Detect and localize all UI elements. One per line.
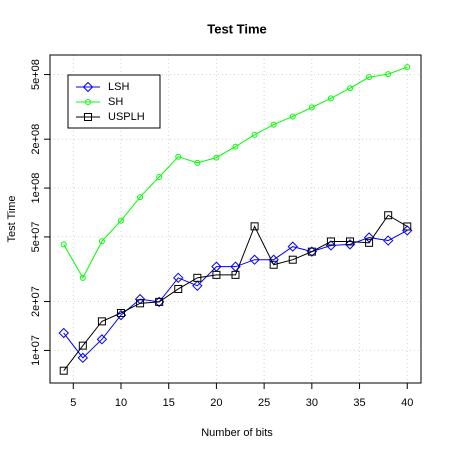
marker [287, 241, 298, 252]
marker [155, 297, 164, 306]
marker [403, 222, 412, 231]
x-tick-label: 10 [115, 397, 127, 409]
marker [77, 352, 89, 364]
legend-label: LSH [108, 81, 129, 93]
marker [231, 270, 240, 279]
y-tick-label: 2e+07 [30, 286, 42, 317]
y-axis-label: Test Time [6, 195, 18, 242]
series-line [63, 230, 408, 359]
series-line [63, 66, 408, 279]
marker [232, 143, 239, 150]
plot-frame [49, 54, 422, 384]
legend-label: USPLH [108, 111, 145, 123]
marker [117, 217, 124, 224]
legend-label: SH [108, 96, 123, 108]
marker [346, 237, 355, 246]
marker [194, 159, 201, 166]
marker [156, 173, 163, 180]
x-tick-label: 20 [210, 397, 222, 409]
y-tick-label: 1e+07 [30, 335, 42, 366]
marker [307, 247, 316, 256]
marker [60, 241, 67, 248]
marker [308, 104, 315, 111]
marker [192, 280, 203, 292]
marker [213, 154, 220, 161]
marker [288, 255, 297, 264]
marker [78, 341, 87, 350]
marker [173, 272, 184, 284]
marker [79, 274, 86, 281]
marker [82, 81, 94, 93]
marker [97, 317, 106, 326]
marker [98, 238, 105, 245]
marker [84, 113, 92, 121]
series-line [63, 214, 408, 372]
marker [249, 254, 260, 265]
marker [269, 260, 278, 269]
x-tick-label: 30 [306, 397, 318, 409]
x-tick-label: 40 [401, 397, 413, 409]
marker [59, 366, 68, 375]
marker [404, 64, 411, 71]
x-tick-label: 15 [163, 397, 175, 409]
y-tick-label: 5e+08 [30, 59, 42, 90]
marker [385, 71, 392, 78]
marker [193, 273, 202, 282]
marker [250, 222, 259, 231]
marker [347, 85, 354, 92]
x-tick-label: 35 [353, 397, 365, 409]
marker [384, 211, 393, 220]
x-tick-label: 5 [70, 397, 76, 409]
x-tick-label: 25 [258, 397, 270, 409]
marker [326, 237, 335, 246]
marker [174, 284, 183, 293]
y-tick-label: 2e+08 [30, 124, 42, 155]
marker [251, 131, 258, 138]
marker [175, 153, 182, 160]
y-tick-label: 5e+07 [30, 221, 42, 252]
y-tick-label: 1e+08 [30, 173, 42, 204]
marker [382, 235, 394, 246]
marker [85, 99, 91, 105]
x-axis-label: Number of bits [201, 427, 273, 439]
marker [327, 95, 334, 102]
marker [136, 299, 145, 308]
marker [366, 74, 373, 81]
marker [270, 121, 277, 128]
marker [289, 113, 296, 120]
marker [116, 309, 125, 318]
marker [212, 270, 221, 279]
marker [137, 194, 144, 201]
marker [96, 334, 108, 345]
marker [58, 327, 69, 339]
chart-title: Test Time [207, 21, 266, 36]
marker [365, 238, 374, 247]
